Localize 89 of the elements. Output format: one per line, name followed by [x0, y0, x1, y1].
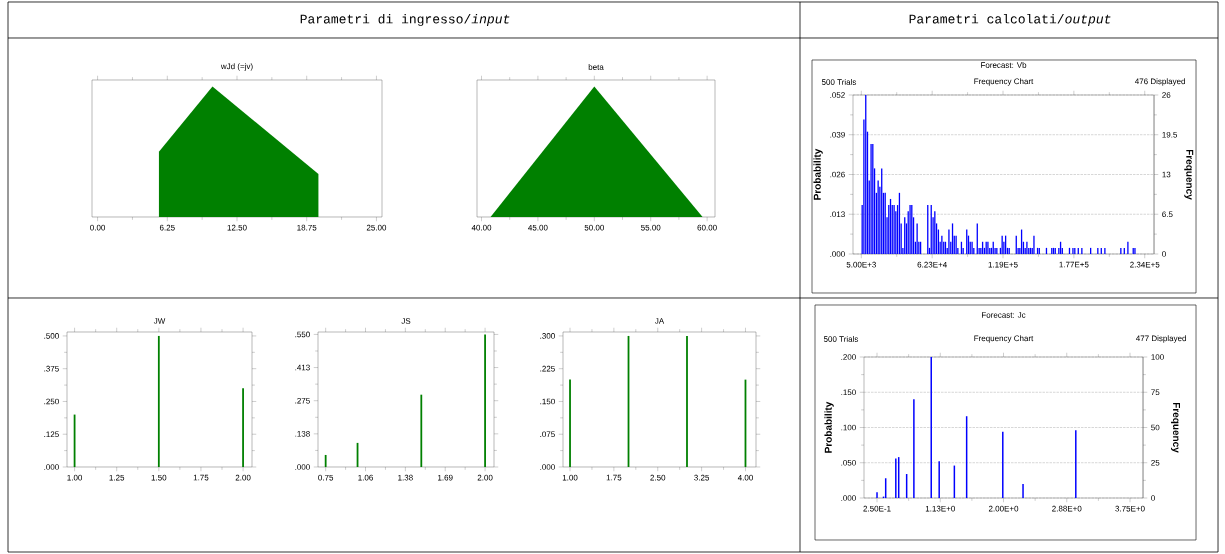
x-tick-label: 2.34E+5 [1130, 261, 1160, 268]
y2-axis-title: Frequency [1184, 149, 1194, 200]
y-tick-label: .550 [295, 331, 310, 338]
text: Parametri calcolati/output [909, 13, 1111, 27]
x-tick-label: 1.38 [398, 474, 413, 481]
x-tick-label: 1.00 [67, 474, 83, 481]
y-tick-label: .250 [44, 398, 59, 405]
x-tick-label: 2.00E+0 [988, 505, 1019, 512]
y-tick-label: .052 [830, 92, 845, 98]
y-tick-label: .000 [830, 251, 845, 257]
text: 476 Displayed [1134, 78, 1185, 86]
x-tick-label: 2.50E-1 [863, 505, 891, 512]
x-tick-label: 50.00 [584, 224, 605, 231]
x-tick-label: 6.23E+4 [917, 261, 947, 268]
x-tick-label: 1.75 [606, 474, 622, 481]
y-tick-label: .100 [841, 424, 856, 431]
y-tick-label: .150 [540, 398, 555, 405]
chart-title: JW [153, 318, 166, 324]
x-tick-label: 0.75 [318, 474, 334, 481]
x-tick-label: 60.00 [697, 224, 717, 231]
y2-tick-label: 0 [1162, 251, 1166, 257]
chart-title: JA [654, 318, 665, 324]
y-tick-label: .150 [841, 389, 856, 396]
x-tick-label: 1.06 [358, 474, 373, 481]
y-tick-label: .275 [295, 397, 310, 404]
text: 500 Trials [823, 336, 859, 342]
chart-title: wJd (=jv) [220, 63, 253, 71]
x-tick-label: 12.50 [227, 224, 247, 231]
x-tick-label: 45.00 [528, 224, 548, 231]
y2-tick-label: 25 [1151, 459, 1160, 466]
y2-tick-label: 75 [1151, 389, 1160, 396]
x-tick-label: 1.75 [193, 474, 209, 481]
chart-title: JS [401, 318, 411, 324]
y-tick-label: .075 [540, 431, 555, 438]
x-tick-label: 40.00 [471, 224, 492, 231]
y2-tick-label: 100 [1151, 354, 1164, 360]
x-tick-label: 6.25 [159, 224, 175, 231]
x-tick-label: 0.00 [90, 224, 106, 231]
text: Parametri di ingresso/input [300, 13, 510, 27]
chart-title: Forecast: Vb [981, 62, 1027, 68]
y2-tick-label: 26 [1162, 92, 1171, 98]
y-tick-label: .500 [44, 333, 59, 339]
y2-tick-label: 19.5 [1162, 131, 1178, 138]
y-tick-label: .200 [841, 354, 856, 360]
x-tick-label: 1.50 [151, 474, 167, 481]
y-tick-label: .000 [295, 464, 310, 470]
x-tick-label: 2.00 [235, 474, 251, 481]
x-tick-label: 5.00E+3 [846, 261, 876, 268]
x-tick-label: 1.25 [109, 474, 125, 481]
chart-title: Forecast: Jc [982, 312, 1026, 318]
y-tick-label: .375 [44, 365, 59, 372]
x-tick-label: 2.50 [650, 474, 666, 481]
x-tick-label: 1.13E+0 [925, 505, 955, 512]
y2-tick-label: 6.5 [1162, 211, 1173, 218]
y2-tick-label: 50 [1151, 424, 1160, 431]
text: 477 Displayed [1135, 335, 1186, 343]
x-tick-label: 1.19E+5 [988, 261, 1018, 268]
y-axis-title: Probability [813, 148, 823, 200]
y-tick-label: .013 [830, 211, 845, 218]
y-tick-label: .000 [44, 464, 59, 470]
x-tick-label: 55.00 [641, 224, 661, 231]
x-tick-label: 2.00 [477, 474, 493, 481]
x-tick-label: 18.75 [297, 224, 317, 231]
y2-axis-title: Frequency [1171, 402, 1180, 453]
chart-subtitle: Frequency Chart [974, 335, 1034, 343]
x-tick-label: 1.77E+5 [1059, 261, 1089, 268]
y-tick-label: .300 [540, 333, 555, 339]
y-axis-title: Probability [824, 401, 834, 453]
x-tick-label: 4.00 [737, 474, 753, 481]
y2-tick-label: 13 [1162, 171, 1171, 178]
x-tick-label: 3.25 [694, 474, 710, 481]
y-tick-label: .039 [830, 131, 845, 138]
y-tick-label: .225 [540, 365, 555, 372]
chart-subtitle: Frequency Chart [974, 78, 1034, 86]
chart-title: beta [588, 64, 604, 70]
y-tick-label: .138 [295, 431, 310, 437]
text: 500 Trials [821, 79, 857, 85]
y-tick-label: .000 [841, 495, 856, 501]
x-tick-label: 1.69 [438, 474, 453, 481]
y-tick-label: .125 [44, 431, 59, 438]
y2-tick-label: 0 [1151, 495, 1155, 501]
y-tick-label: .000 [540, 464, 555, 470]
y-tick-label: .413 [295, 364, 310, 371]
x-tick-label: 3.75E+0 [1115, 505, 1145, 512]
x-tick-label: 25.00 [366, 224, 387, 231]
x-tick-label: 1.00 [562, 474, 578, 481]
x-tick-label: 2.88E+0 [1052, 505, 1082, 512]
y-tick-label: .050 [841, 459, 856, 466]
y-tick-label: .026 [830, 171, 845, 178]
